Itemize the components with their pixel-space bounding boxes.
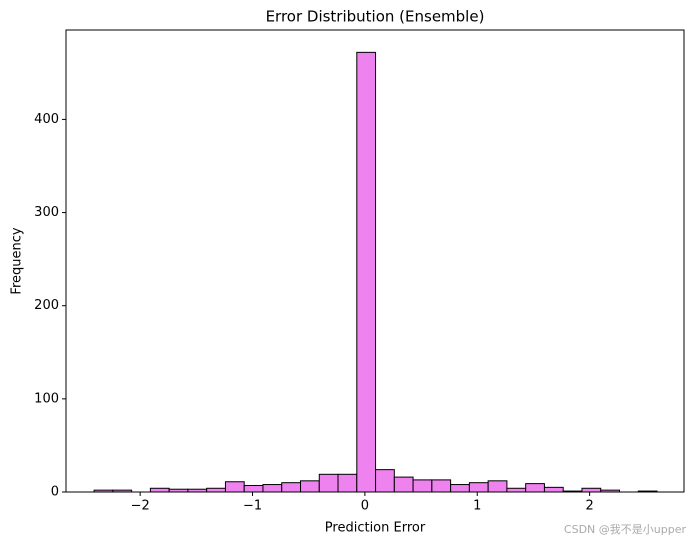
bar bbox=[243, 484, 264, 493]
bar bbox=[375, 469, 395, 493]
y-tick-label: 200 bbox=[34, 298, 59, 313]
y-tick-label: 300 bbox=[34, 205, 59, 220]
bar bbox=[506, 487, 527, 493]
x-tick-label: −1 bbox=[243, 499, 262, 514]
bar bbox=[356, 51, 377, 493]
bar bbox=[468, 482, 489, 493]
bar bbox=[487, 480, 508, 493]
plot-frame bbox=[65, 29, 685, 493]
bar bbox=[262, 484, 283, 493]
bar bbox=[412, 479, 433, 493]
y-tick-label: 400 bbox=[34, 112, 59, 127]
bar bbox=[431, 479, 452, 493]
bar bbox=[224, 481, 245, 493]
bar bbox=[581, 487, 602, 493]
bar bbox=[337, 473, 358, 493]
watermark: CSDN @我不是小upper bbox=[564, 523, 687, 536]
bar bbox=[149, 487, 170, 493]
x-tick-label: −2 bbox=[131, 499, 150, 514]
bar bbox=[318, 473, 339, 493]
x-tick-label: 1 bbox=[473, 499, 481, 514]
bar bbox=[450, 484, 470, 493]
chart-title: Error Distribution (Ensemble) bbox=[266, 8, 485, 26]
x-tick-label: 0 bbox=[361, 499, 369, 514]
bar bbox=[543, 486, 564, 493]
y-axis-label: Frequency bbox=[10, 227, 25, 294]
bar bbox=[300, 480, 320, 493]
y-tick-label: 100 bbox=[34, 391, 59, 406]
bar bbox=[393, 476, 414, 493]
bar bbox=[206, 487, 226, 493]
x-axis-label: Prediction Error bbox=[325, 521, 426, 536]
bar bbox=[525, 483, 545, 493]
x-tick-label: 2 bbox=[585, 499, 593, 514]
y-tick-label: 0 bbox=[51, 485, 59, 500]
bar bbox=[281, 482, 302, 493]
